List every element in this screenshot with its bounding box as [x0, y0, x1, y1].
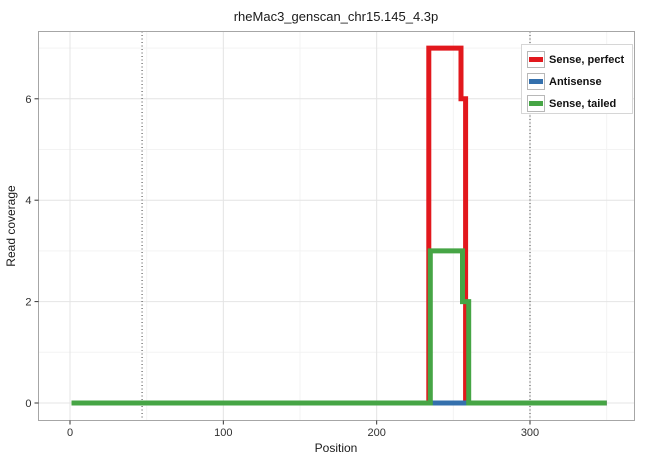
panel-border — [38, 31, 635, 421]
legend: Sense, perfect Antisense Sense, tailed — [521, 44, 633, 114]
series-line-sense-tailed — [71, 248, 607, 406]
axis-tick-labels: 0 100 200 300 0 2 4 6 — [25, 94, 539, 439]
legend-swatch-sense-tailed — [529, 101, 543, 106]
y-tick-label: 2 — [25, 297, 31, 309]
x-tick-label: 0 — [67, 427, 73, 439]
legend-key-box — [527, 73, 545, 90]
legend-swatch-sense-perfect — [529, 57, 543, 62]
legend-row-antisense: Antisense — [527, 73, 632, 90]
legend-label-sense-tailed: Sense, tailed — [549, 97, 617, 110]
x-tick-label: 100 — [214, 427, 232, 439]
x-tick-label: 200 — [367, 427, 385, 439]
y-tick-label: 0 — [25, 398, 31, 410]
legend-label-sense-perfect: Sense, perfect — [549, 53, 625, 66]
x-axis-label: Position — [315, 441, 358, 455]
series-lines — [71, 45, 607, 406]
y-tick-label: 6 — [25, 94, 31, 106]
x-tick-label: 300 — [521, 427, 539, 439]
legend-swatch-antisense — [529, 79, 543, 84]
axis-ticks — [34, 98, 531, 425]
legend-key-box — [527, 51, 545, 68]
y-tick-label: 4 — [25, 195, 31, 207]
y-axis-label: Read coverage — [4, 185, 18, 267]
legend-label-antisense: Antisense — [549, 75, 602, 88]
legend-row-sense-perfect: Sense, perfect — [527, 51, 632, 68]
legend-key-box — [527, 95, 545, 112]
legend-row-sense-tailed: Sense, tailed — [527, 95, 632, 112]
plot-title: rheMac3_genscan_chr15.145_4.3p — [234, 9, 439, 24]
